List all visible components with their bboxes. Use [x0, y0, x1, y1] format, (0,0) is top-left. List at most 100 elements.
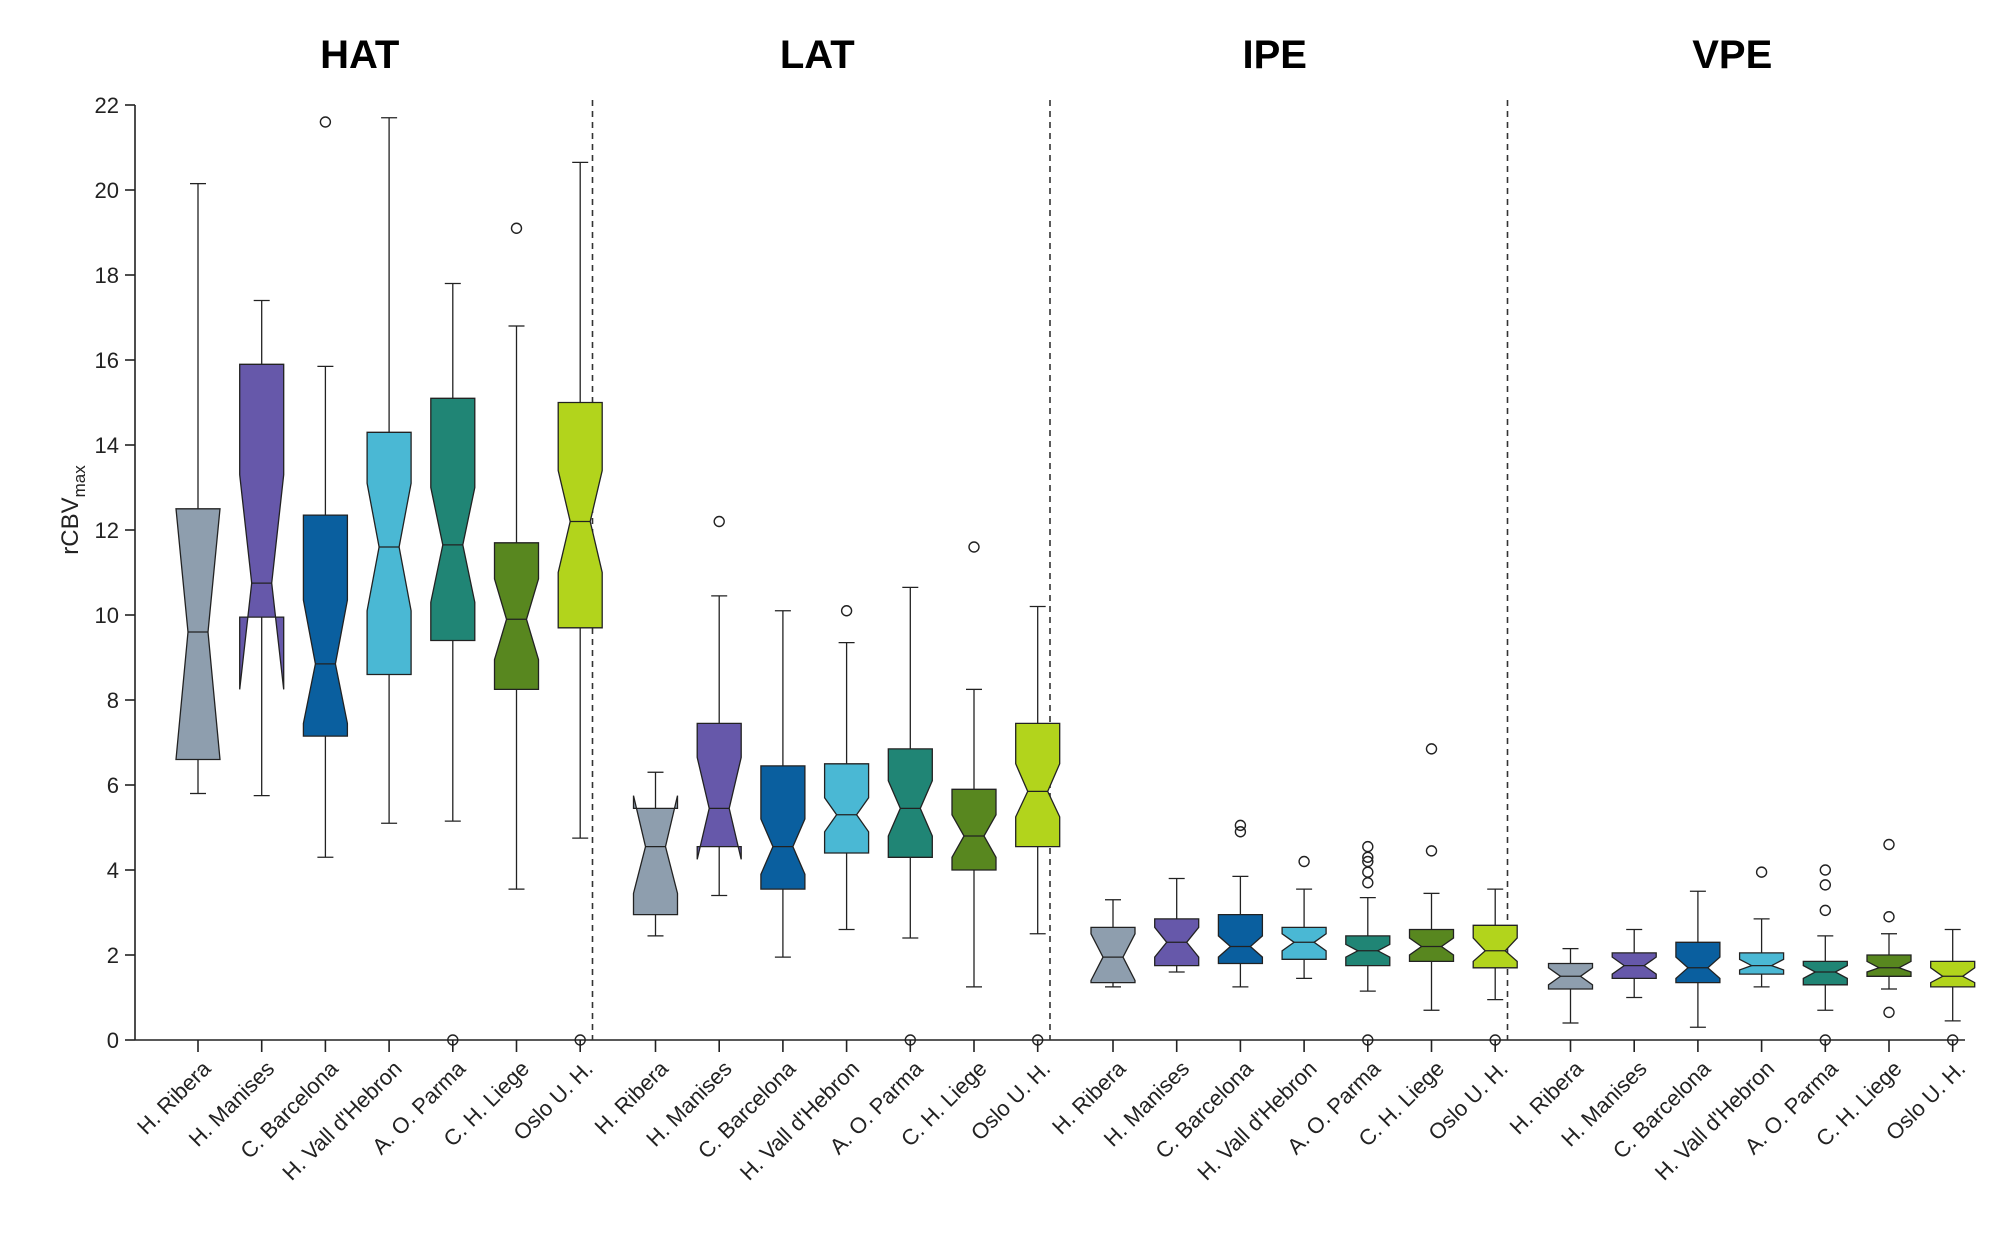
notched-box	[1802, 960, 1848, 986]
notched-box	[493, 542, 540, 691]
notched-box	[1090, 926, 1136, 984]
outlier-point	[1883, 1006, 1895, 1019]
outlier-point	[1883, 911, 1895, 923]
notched-box	[887, 748, 933, 858]
outlier-point	[1234, 819, 1247, 832]
box-vpe-7	[1930, 928, 1976, 1046]
notched-box	[175, 508, 221, 761]
notched-box	[632, 795, 679, 916]
box-ipe-6	[1408, 743, 1455, 1011]
box-vpe-6	[1866, 838, 1912, 1019]
box-ipe-1	[1090, 899, 1136, 988]
box-ipe-5	[1345, 840, 1391, 1046]
box-hat-3	[302, 116, 349, 858]
panel-title-ipe: IPE	[1243, 33, 1307, 77]
box-vpe-4	[1738, 866, 1785, 988]
outlier-point	[1234, 826, 1247, 838]
outlier-point	[1298, 855, 1310, 868]
panel-title-hat: HAT	[320, 33, 399, 77]
y-axis: rCBVmax 0 2 4 6 8 10 12 14 16 18 20 22	[57, 93, 136, 1053]
outlier-point	[1819, 1034, 1832, 1046]
notched-box	[366, 431, 412, 676]
panel-title-vpe: VPE	[1692, 33, 1772, 77]
y-tick-label: 0	[107, 1028, 119, 1053]
outlier-point	[713, 515, 725, 528]
box-ipe-7	[1472, 888, 1518, 1046]
outlier-point	[319, 116, 332, 128]
outlier-point	[1489, 1034, 1501, 1046]
outlier-point	[968, 541, 980, 553]
y-tick-label: 22	[95, 93, 119, 118]
outlier-point	[1883, 838, 1895, 851]
outlier-point	[1946, 1034, 1959, 1046]
y-tick-label: 2	[107, 943, 119, 968]
outlier-point	[510, 222, 523, 234]
notched-box	[1866, 954, 1912, 977]
y-tick-label: 14	[95, 433, 119, 458]
y-tick-label: 12	[95, 518, 119, 543]
notched-box	[430, 397, 476, 642]
box-ipe-2	[1154, 877, 1200, 973]
notched-box	[823, 763, 870, 854]
box-hat-2	[239, 299, 285, 797]
panel-separators	[591, 100, 1509, 1040]
box-vpe-3	[1675, 890, 1721, 1028]
plot-area	[175, 116, 1976, 1046]
y-tick-label: 4	[107, 858, 119, 883]
box-lat-2	[696, 515, 742, 897]
notched-box	[1015, 722, 1061, 848]
notched-box	[1281, 926, 1327, 960]
outlier-point	[447, 1034, 459, 1046]
outlier-point	[1819, 879, 1832, 891]
outlier-point	[574, 1034, 586, 1046]
outlier-point	[1819, 904, 1832, 917]
notched-box	[1472, 924, 1518, 969]
y-axis-label: rCBVmax	[57, 465, 89, 555]
box-lat-6	[951, 541, 997, 988]
box-vpe-5	[1802, 864, 1848, 1046]
box-ipe-4	[1281, 855, 1327, 980]
panel-title-lat: LAT	[780, 33, 855, 77]
y-axis-label-main: rCBV	[57, 497, 84, 554]
y-tick-label: 10	[95, 603, 119, 628]
outlier-point	[1425, 845, 1438, 857]
outlier-point	[904, 1034, 916, 1046]
notched-box	[760, 765, 806, 890]
y-tick-label: 6	[107, 773, 119, 798]
outlier-point	[1755, 866, 1768, 878]
y-tick-label: 16	[95, 348, 119, 373]
outlier-point	[1031, 1034, 1044, 1046]
box-lat-3	[760, 610, 806, 958]
box-lat-1	[632, 771, 679, 937]
box-hat-6	[493, 222, 540, 890]
notched-box	[1408, 928, 1455, 963]
box-hat-1	[175, 182, 221, 795]
notched-box	[557, 401, 603, 629]
y-axis-label-subscript: max	[70, 465, 89, 498]
outlier-point	[1362, 851, 1374, 863]
y-tick-label: 18	[95, 263, 119, 288]
box-hat-7	[557, 161, 603, 1046]
y-tick-label: 20	[95, 178, 119, 203]
box-lat-5	[887, 586, 933, 1046]
notched-box	[696, 722, 742, 860]
outlier-point	[1362, 877, 1374, 889]
outlier-point	[1362, 866, 1374, 878]
outlier-point	[1425, 743, 1438, 755]
box-hat-4	[366, 117, 412, 824]
box-vpe-1	[1547, 947, 1594, 1024]
panel-titles: HAT LAT IPE VPE	[320, 33, 1772, 77]
box-lat-7	[1015, 605, 1061, 1046]
notched-box	[302, 514, 349, 737]
notched-box	[1217, 913, 1264, 965]
notched-box	[1738, 952, 1785, 975]
notched-box	[951, 788, 997, 871]
box-ipe-3	[1217, 819, 1264, 988]
outlier-point	[1819, 864, 1832, 876]
box-hat-5	[430, 282, 476, 1046]
notched-box	[1930, 960, 1976, 988]
outlier-point	[840, 605, 853, 617]
outlier-point	[1362, 1034, 1374, 1046]
